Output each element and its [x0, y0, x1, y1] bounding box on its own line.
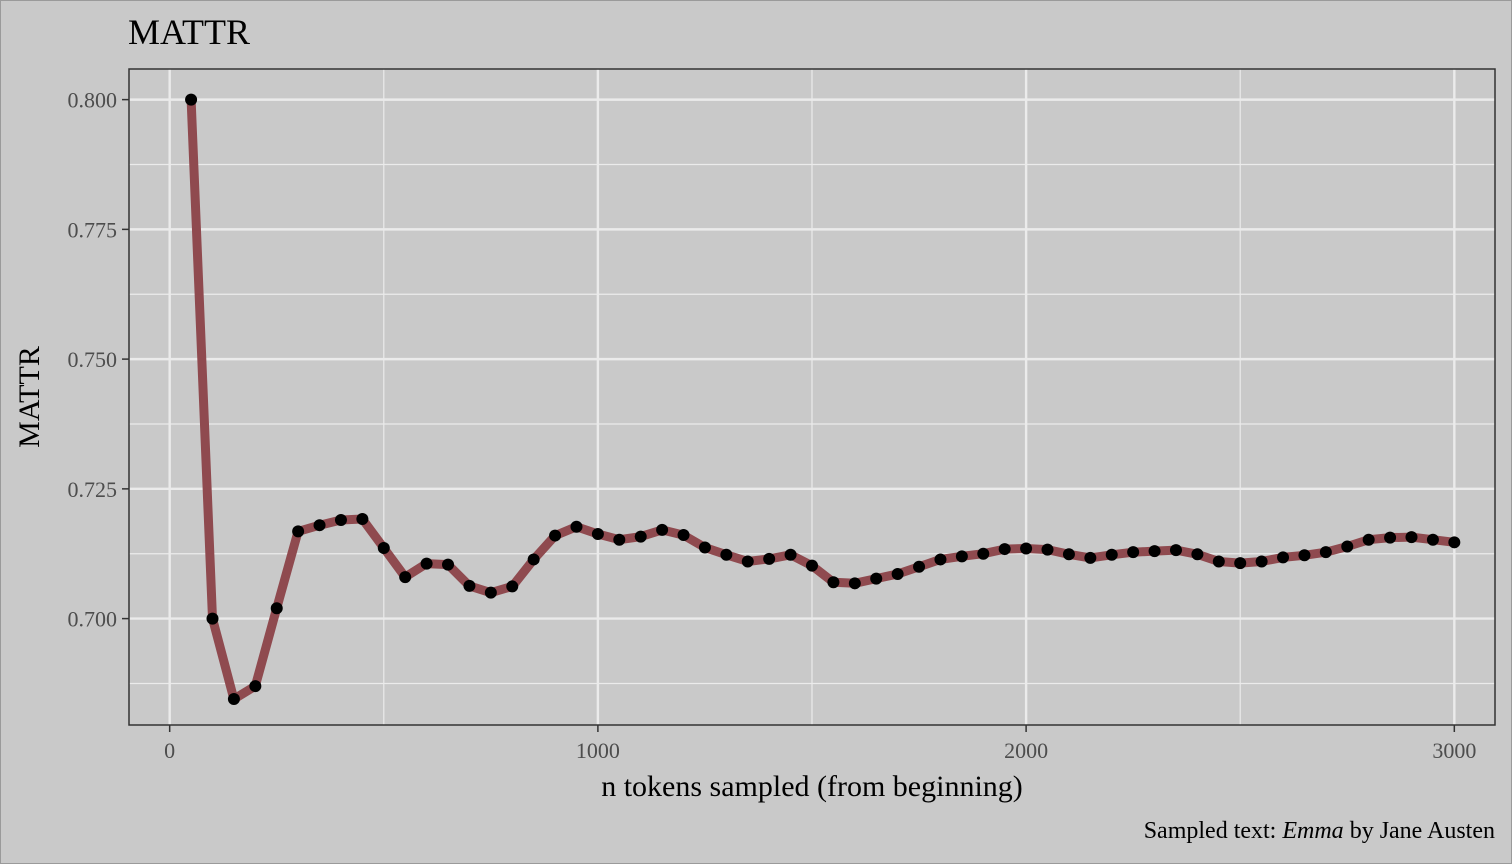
data-point — [399, 571, 412, 584]
caption-prefix: Sampled text: — [1144, 818, 1283, 844]
data-point — [420, 557, 433, 570]
data-point — [1319, 546, 1332, 559]
data-point — [1127, 546, 1140, 559]
data-point — [591, 528, 604, 541]
data-point — [506, 580, 519, 593]
y-tick-label: 0.775 — [68, 217, 118, 242]
data-point — [1041, 543, 1054, 556]
x-tick-label: 3000 — [1432, 738, 1476, 763]
y-tick-label: 0.800 — [68, 88, 118, 113]
data-point — [913, 560, 926, 573]
data-point — [677, 529, 690, 542]
data-point — [656, 523, 669, 536]
data-point — [1384, 531, 1397, 544]
data-point — [463, 579, 476, 592]
data-point — [1020, 542, 1033, 555]
data-point — [1062, 548, 1075, 561]
data-point — [1191, 548, 1204, 561]
y-tick-label: 0.700 — [68, 607, 118, 632]
data-point — [1212, 555, 1225, 568]
data-point — [1362, 533, 1375, 546]
data-point — [1298, 549, 1311, 562]
data-point — [870, 572, 883, 585]
x-axis-title: n tokens sampled (from beginning) — [601, 770, 1023, 803]
data-point — [698, 541, 711, 554]
data-point — [313, 519, 326, 532]
data-point — [934, 553, 947, 566]
data-point — [891, 567, 904, 580]
data-point — [249, 680, 262, 693]
x-tick-label: 2000 — [1004, 738, 1048, 763]
data-point — [998, 543, 1011, 556]
data-point — [784, 548, 797, 561]
data-point — [292, 525, 305, 538]
y-tick-label: 0.750 — [68, 347, 118, 372]
data-point — [1448, 536, 1461, 549]
data-point — [356, 512, 369, 525]
data-point — [377, 542, 390, 555]
x-tick-label: 0 — [164, 738, 175, 763]
data-point — [334, 514, 347, 526]
x-axis: 0 1000 2000 3000 — [164, 725, 1476, 763]
chart-caption: Sampled text: Emma by Jane Austen — [1144, 818, 1495, 844]
data-point — [634, 530, 647, 543]
caption-emphasis: Emma — [1281, 818, 1343, 844]
chart-title: MATTR — [128, 12, 250, 52]
data-point — [527, 553, 540, 566]
x-tick-label: 1000 — [576, 738, 620, 763]
data-point — [570, 520, 583, 533]
data-point — [720, 548, 733, 561]
data-point — [1255, 555, 1268, 568]
data-point — [955, 550, 968, 563]
grid-minor-lines — [129, 69, 1495, 725]
data-point — [763, 552, 776, 565]
data-point — [1084, 551, 1097, 564]
data-point — [549, 529, 562, 542]
data-point — [1426, 533, 1439, 546]
data-point — [741, 555, 754, 568]
data-point — [1105, 548, 1118, 561]
data-point — [484, 586, 497, 599]
grid-major-lines — [129, 69, 1495, 725]
data-point — [1234, 557, 1247, 570]
data-point — [442, 558, 455, 571]
data-point — [848, 577, 861, 590]
data-point — [806, 559, 818, 572]
data-point — [827, 576, 840, 589]
y-axis: 0.700 0.725 0.750 0.775 0.800 — [68, 88, 129, 632]
data-point — [227, 693, 240, 706]
data-point — [1169, 544, 1182, 557]
y-tick-label: 0.725 — [68, 477, 118, 502]
data-point — [1341, 540, 1354, 553]
y-axis-title: MATTR — [13, 346, 46, 448]
caption-suffix: by Jane Austen — [1344, 818, 1495, 844]
data-point — [1277, 551, 1290, 564]
plot-panel-border — [128, 68, 1496, 726]
data-point — [613, 533, 626, 546]
data-point — [977, 547, 990, 560]
data-point — [270, 602, 283, 615]
data-point — [1148, 545, 1161, 558]
series-layer — [185, 93, 1461, 706]
data-point — [185, 93, 198, 106]
data-point — [206, 612, 219, 625]
data-point — [1405, 531, 1418, 544]
